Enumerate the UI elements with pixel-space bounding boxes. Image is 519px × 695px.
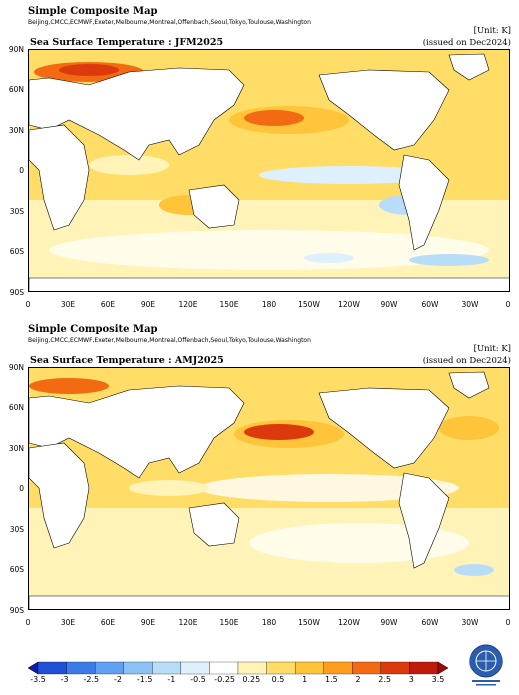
colorbar-swatch: [323, 661, 353, 675]
variable-label: Sea Surface Temperature : AMJ2025: [30, 355, 224, 366]
colorbar-max-arrow: [437, 661, 449, 675]
colorbar-scale: [27, 661, 449, 675]
lon-label-0: 0: [25, 618, 31, 627]
lon-label-60w: 60W: [421, 300, 439, 309]
colorbar-swatch: [209, 661, 239, 675]
wmo-logo: [464, 641, 508, 689]
lat-label-60s: 60S: [9, 565, 24, 574]
colorbar-swatch: [266, 661, 296, 675]
lat-label-90n: 90N: [8, 45, 24, 54]
lon-label-60e: 60E: [100, 300, 116, 309]
colorbar-tick-label: 3: [408, 675, 414, 684]
colorbar-swatch: [294, 661, 324, 675]
lon-label-30w: 30W: [461, 300, 479, 309]
colorbar-swatch: [37, 661, 67, 675]
lat-label-30s: 30S: [9, 207, 24, 216]
map-graphic: [29, 50, 509, 291]
lon-label-30w: 30W: [461, 618, 479, 627]
lat-label-90s: 90S: [9, 288, 24, 297]
colorbar-swatch: [380, 661, 410, 675]
lon-label-60w: 60W: [421, 618, 439, 627]
colorbar-swatch: [237, 661, 267, 675]
lon-label-60e: 60E: [100, 618, 116, 627]
issued-label: (issued on Dec2024): [422, 38, 511, 48]
lon-label-180: 180: [261, 300, 277, 309]
map-panel-jfm: Simple Composite Map Beijing,CMCC,ECMWF,…: [0, 0, 519, 320]
lon-label-0-end: 0: [505, 300, 511, 309]
lon-label-180: 180: [261, 618, 277, 627]
colorbar-tick-label: -3.5: [30, 675, 46, 684]
colorbar: -3.5 -3 -2.5 -2 -1.5 -1 -0.5 -0.25 0.25 0.5 1 1.5 2 2…: [27, 660, 449, 688]
lon-label-120e: 120E: [178, 618, 198, 627]
colorbar-swatch: [66, 661, 96, 675]
panel-title: Simple Composite Map: [28, 324, 158, 335]
variable-label: Sea Surface Temperature : JFM2025: [30, 37, 224, 48]
colorbar-min-arrow: [27, 661, 39, 675]
sst-anomaly-map: [28, 49, 510, 292]
map-graphic: [29, 368, 509, 609]
lon-label-90e: 90E: [140, 300, 156, 309]
colorbar-swatch: [352, 661, 382, 675]
lat-label-30n: 30N: [8, 126, 24, 135]
panel-title: Simple Composite Map: [28, 6, 158, 17]
lat-label-60n: 60N: [8, 403, 24, 412]
colorbar-tick-label: 1.5: [324, 675, 338, 684]
colorbar-tick-label: -0.5: [190, 675, 206, 684]
colorbar-tick-label: 1: [302, 675, 308, 684]
lon-label-30e: 30E: [60, 618, 76, 627]
colorbar-tick-label: 2.5: [378, 675, 392, 684]
lon-label-0-end: 0: [505, 618, 511, 627]
lon-label-150w: 150W: [298, 300, 320, 309]
lon-label-150w: 150W: [298, 618, 320, 627]
colorbar-swatch: [152, 661, 182, 675]
model-sources: Beijing,CMCC,ECMWF,Exeter,Melbourne,Mont…: [28, 337, 311, 344]
model-sources: Beijing,CMCC,ECMWF,Exeter,Melbourne,Mont…: [28, 19, 311, 26]
lat-label-30s: 30S: [9, 525, 24, 534]
colorbar-tick-label: -1: [167, 675, 176, 684]
lat-label-90s: 90S: [9, 606, 24, 615]
lon-label-90e: 90E: [140, 618, 156, 627]
colorbar-tick-label: -2: [114, 675, 122, 684]
wmo-emblem-icon: [469, 644, 503, 686]
colorbar-tick-label: -1.5: [136, 675, 153, 684]
lon-label-150e: 150E: [219, 300, 239, 309]
lon-label-120e: 120E: [178, 300, 198, 309]
lon-label-90w: 90W: [380, 300, 398, 309]
colorbar-tick-label: 0.25: [242, 675, 261, 684]
lat-label-0: 0: [19, 484, 24, 493]
lon-label-30e: 30E: [60, 300, 76, 309]
lat-label-60n: 60N: [8, 85, 24, 94]
colorbar-swatch: [180, 661, 210, 675]
lat-label-60s: 60S: [9, 247, 24, 256]
lon-label-90w: 90W: [380, 618, 398, 627]
lon-label-150e: 150E: [219, 618, 239, 627]
colorbar-tick-label: -2.5: [83, 675, 100, 684]
colorbar-swatch: [409, 661, 439, 675]
colorbar-tick-label: 3.5: [431, 675, 445, 684]
lon-label-120w: 120W: [338, 300, 360, 309]
unit-label: [Unit: K]: [473, 26, 511, 36]
lon-label-120w: 120W: [338, 618, 360, 627]
lat-label-30n: 30N: [8, 444, 24, 453]
colorbar-swatch: [123, 661, 153, 675]
colorbar-tick-label: -0.25: [214, 675, 236, 684]
colorbar-tick-label: 2: [355, 675, 361, 684]
issued-label: (issued on Dec2024): [422, 356, 511, 366]
map-panel-amj: Simple Composite Map Beijing,CMCC,ECMWF,…: [0, 318, 519, 636]
colorbar-swatch: [94, 661, 124, 675]
lat-label-90n: 90N: [8, 363, 24, 372]
colorbar-tick-label: 0.5: [271, 675, 285, 684]
lat-label-0: 0: [19, 166, 24, 175]
sst-anomaly-map: [28, 367, 510, 610]
lon-label-0: 0: [25, 300, 31, 309]
unit-label: [Unit: K]: [473, 344, 511, 354]
colorbar-tick-label: -3: [60, 675, 69, 684]
